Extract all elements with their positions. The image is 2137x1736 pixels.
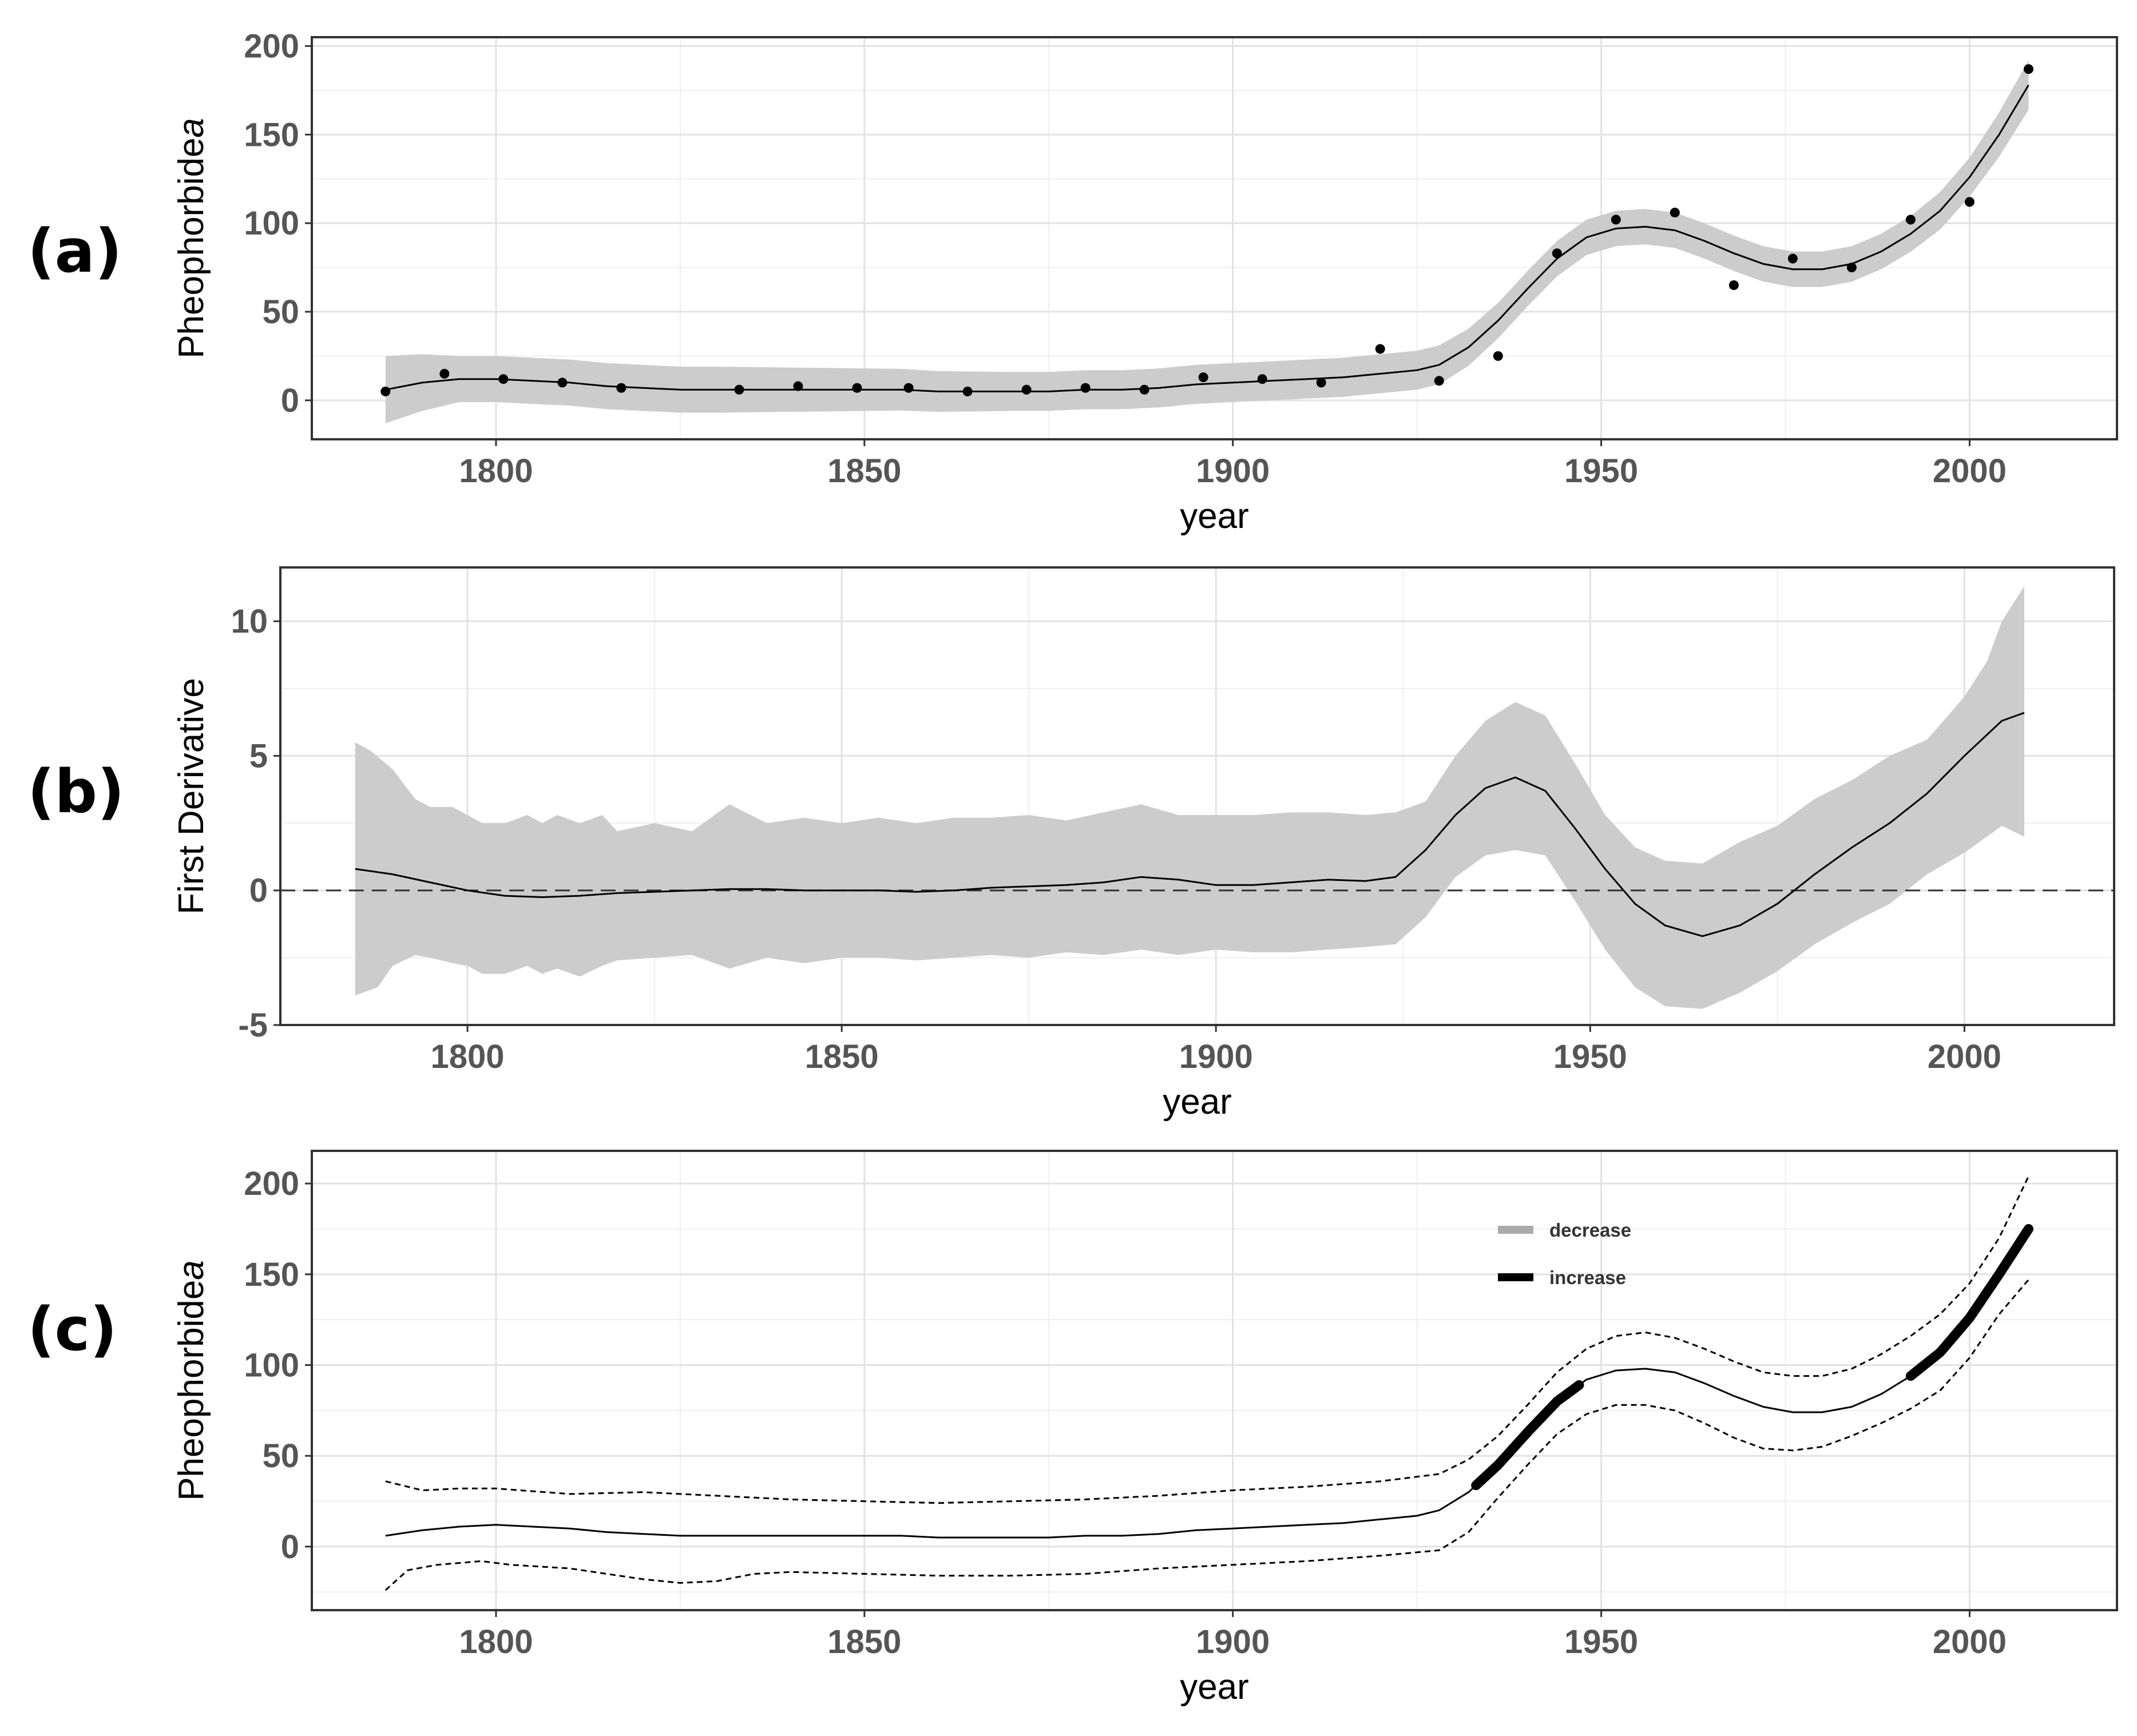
y-tick-label: 0 <box>281 1528 299 1566</box>
y-tick-label: 100 <box>244 205 299 242</box>
data-point <box>2023 64 2033 74</box>
panel-a-points <box>380 64 2033 396</box>
y-tick-label: 50 <box>262 293 299 331</box>
data-point <box>1080 383 1091 393</box>
y-tick-label: 200 <box>244 27 299 65</box>
panel-a-border <box>311 36 2118 440</box>
data-point <box>1434 376 1444 386</box>
y-axis-title-main: Pheophorbide <box>172 138 211 359</box>
panel-c-y-ticks: 0 50 100 150 200 <box>244 1165 299 1566</box>
data-point <box>1375 344 1385 354</box>
panel-b-confidence-band <box>355 586 2024 1009</box>
y-tick-label: 150 <box>244 116 299 153</box>
x-tick-label: 1900 <box>1196 452 1270 490</box>
x-tick-label: 1800 <box>431 1038 505 1075</box>
y-tick-label: 5 <box>249 737 268 774</box>
panel-c: decrease increase 1800 1850 1900 1950 20… <box>172 1150 2118 1707</box>
panel-a-confidence-band <box>385 60 2029 424</box>
panel-b: 1800 1850 1900 1950 2000 -5 0 5 10 year … <box>172 566 2115 1122</box>
panel-c-upper-bound-line <box>385 1175 2029 1504</box>
data-point <box>1021 384 1032 395</box>
panel-a-fitted-line <box>385 84 2029 392</box>
panel-b-x-ticks: 1800 1850 1900 1950 2000 <box>431 1038 2001 1075</box>
panel-c-grid <box>305 1151 2117 1617</box>
y-tick-label: 0 <box>249 872 268 909</box>
data-point <box>1316 378 1326 388</box>
panel-c-lower-bound-line <box>384 1279 2029 1591</box>
x-tick-label: 1900 <box>1179 1038 1253 1075</box>
data-point <box>962 386 973 396</box>
y-tick-label: 50 <box>262 1437 299 1475</box>
data-point <box>1493 351 1503 361</box>
data-point <box>1905 214 1916 225</box>
data-point <box>616 383 627 393</box>
panel-label-c: (c) <box>27 1294 117 1364</box>
panel-c-x-ticks: 1800 1850 1900 1950 2000 <box>459 1623 2007 1660</box>
legend-label-increase: increase <box>1549 1267 1626 1288</box>
panel-b-y-axis-title: First Derivative <box>172 678 211 914</box>
x-tick-label: 1850 <box>805 1038 879 1075</box>
data-point <box>439 368 450 379</box>
panel-b-y-ticks: -5 0 5 10 <box>231 603 268 1044</box>
data-point <box>1552 248 1562 259</box>
panel-a-x-ticks: 1800 1850 1900 1950 2000 <box>459 452 2007 490</box>
y-axis-title-italic: a <box>172 118 211 137</box>
panel-label-a: (a) <box>27 216 122 286</box>
x-tick-label: 1900 <box>1196 1623 1270 1660</box>
y-tick-label: -5 <box>238 1007 268 1044</box>
x-tick-label: 1850 <box>827 452 901 490</box>
data-point <box>1787 253 1798 264</box>
panel-a-x-axis-title: year <box>1180 496 1249 536</box>
panel-c-fitted-line <box>385 1228 2029 1539</box>
x-tick-label: 2000 <box>1933 1623 2007 1660</box>
data-point <box>1964 197 1975 207</box>
panel-c-y-axis-title: Pheophorbidea <box>172 1260 211 1501</box>
data-point <box>852 383 862 393</box>
y-tick-label: 150 <box>244 1256 299 1293</box>
data-point <box>1611 214 1621 225</box>
data-point <box>380 386 391 396</box>
panel-b-border <box>279 566 2115 1026</box>
trend-segment-increase <box>1471 1380 1584 1491</box>
panel-c-x-axis-title: year <box>1180 1667 1249 1707</box>
panel-b-x-axis-title: year <box>1163 1082 1232 1122</box>
x-tick-label: 1800 <box>459 1623 533 1660</box>
panel-a: 1800 1850 1900 1950 2000 0 50 100 150 20… <box>172 27 2118 536</box>
x-tick-label: 1950 <box>1564 1623 1638 1660</box>
panel-c-border <box>311 1150 2118 1611</box>
data-point <box>1728 280 1739 291</box>
y-axis-title-italic: a <box>172 1260 211 1280</box>
x-tick-label: 1950 <box>1553 1038 1627 1075</box>
panel-a-y-ticks: 0 50 100 150 200 <box>244 27 299 419</box>
data-point <box>903 383 914 393</box>
data-point <box>734 384 744 395</box>
legend-label-decrease: decrease <box>1549 1219 1631 1241</box>
y-tick-label: 10 <box>231 603 268 640</box>
x-tick-label: 2000 <box>1933 452 2007 490</box>
panel-b-derivative-line <box>355 712 2025 937</box>
x-tick-label: 1950 <box>1564 452 1638 490</box>
data-point <box>1139 384 1149 395</box>
x-tick-label: 1800 <box>459 452 533 490</box>
data-point <box>498 374 509 384</box>
y-tick-label: 100 <box>244 1347 299 1384</box>
y-tick-label: 200 <box>244 1165 299 1202</box>
data-point <box>557 378 568 388</box>
x-tick-label: 2000 <box>1928 1038 2001 1075</box>
y-tick-label: 0 <box>281 382 299 419</box>
data-point <box>1846 263 1857 273</box>
y-axis-title-main: Pheophorbide <box>172 1280 211 1501</box>
data-point <box>793 381 803 391</box>
panel-label-b: (b) <box>27 757 125 827</box>
trend-segment-increase <box>1905 1224 2033 1381</box>
plot-area <box>312 1151 2117 1610</box>
panel-c-legend: decrease increase <box>1498 1219 1631 1288</box>
panel-c-trend-segments <box>1471 1224 2033 1491</box>
x-tick-label: 1850 <box>827 1623 901 1660</box>
data-point <box>1257 374 1267 384</box>
data-point <box>1198 372 1208 383</box>
data-point <box>1670 208 1680 218</box>
panel-a-y-axis-title: Pheophorbidea <box>172 118 211 359</box>
